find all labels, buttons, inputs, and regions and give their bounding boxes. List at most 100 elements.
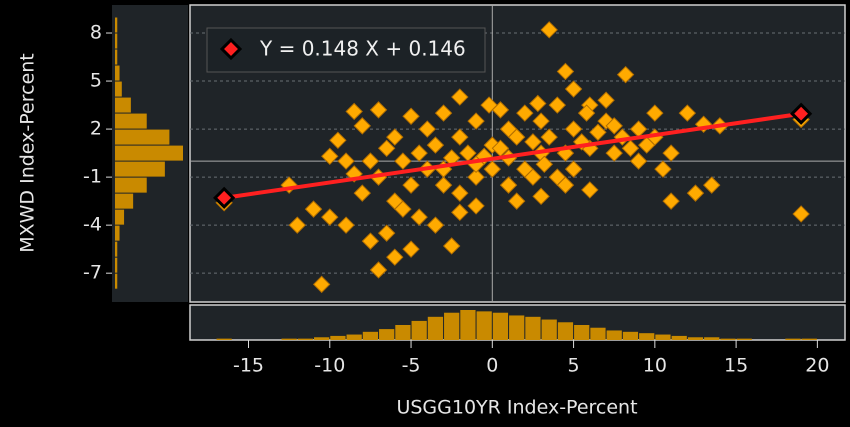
legend-marker — [219, 37, 243, 61]
x-hist-bar — [314, 337, 330, 340]
scatter-point — [678, 104, 697, 122]
x-hist-bar — [444, 312, 460, 340]
x-hist-bar — [395, 325, 411, 340]
x-hist-bar — [330, 335, 346, 340]
regression-endpoint — [213, 186, 236, 209]
scatter-point — [451, 203, 469, 222]
scatter-point — [467, 168, 485, 186]
scatter-point — [605, 117, 623, 135]
scatter-point — [402, 176, 420, 194]
x-tick-label: 10 — [643, 355, 667, 377]
scatter-point — [491, 101, 510, 119]
scatter-point — [589, 123, 607, 141]
scatter-point — [703, 176, 721, 194]
scatter-point — [581, 181, 599, 199]
y-tick-label: -7 — [83, 262, 102, 284]
y-hist-bar — [115, 97, 131, 113]
x-tick-label: -5 — [402, 355, 421, 377]
scatter-point — [524, 168, 542, 186]
x-hist-bar — [720, 338, 736, 340]
scatter-point — [410, 144, 428, 162]
scatter-point — [451, 88, 469, 106]
x-hist-bar — [639, 333, 655, 340]
scatter-point — [662, 144, 680, 162]
scatter-point — [564, 160, 583, 178]
scatter-point — [394, 152, 412, 170]
x-hist-bar — [427, 316, 444, 340]
scatter-point — [434, 104, 453, 122]
scatter-point — [451, 128, 469, 146]
y-hist-bar — [115, 209, 125, 225]
y-hist-bar — [115, 129, 170, 145]
y-hist-bar — [115, 273, 118, 289]
regression-line — [223, 111, 802, 200]
scatter-point — [529, 94, 547, 113]
scatter-point — [516, 104, 534, 122]
x-hist-bar — [704, 337, 720, 340]
x-hist-bar — [655, 334, 671, 340]
scatter-point — [451, 184, 469, 202]
scatter-point — [402, 107, 420, 125]
scatter-point — [410, 208, 428, 226]
x-hist-bar — [622, 331, 639, 340]
y-hist-bar — [115, 241, 118, 257]
scatter-point — [329, 131, 347, 149]
x-hist-bar — [671, 335, 687, 340]
scatter-point — [402, 240, 420, 258]
x-hist-bar — [346, 334, 362, 340]
scatter-point — [434, 176, 453, 194]
scatter-point — [304, 200, 323, 218]
x-hist-bar — [362, 331, 379, 340]
y-hist-bar — [115, 161, 165, 177]
scatter-point — [312, 275, 331, 294]
x-hist-bar — [590, 327, 606, 340]
scatter-point — [337, 152, 355, 170]
scatter-point — [556, 62, 575, 81]
y-tick-label: 8 — [90, 22, 102, 44]
scatter-point — [337, 216, 355, 234]
x-tick-label: 0 — [486, 355, 498, 377]
legend-label: Y = 0.148 X + 0.146 — [259, 37, 466, 61]
y-hist-bar — [115, 257, 118, 273]
scatter-point — [532, 187, 550, 206]
scatter-point — [646, 104, 664, 122]
x-hist-bar — [801, 338, 817, 340]
y-hist-bar — [115, 145, 183, 161]
scatter-point — [361, 152, 380, 170]
scatter-point — [442, 237, 461, 255]
legend-box — [206, 27, 486, 73]
scatter-point — [426, 216, 445, 234]
scatter-point — [548, 96, 567, 114]
scatter-point — [629, 152, 648, 170]
scatter-point — [321, 147, 339, 166]
scatter-point — [377, 139, 396, 158]
regression-endpoint — [789, 102, 813, 125]
y-tick-label: 2 — [90, 118, 102, 140]
y-hist-bar — [115, 49, 118, 65]
scatter-point — [386, 248, 404, 266]
scatter-point — [321, 208, 339, 226]
scatter-point — [377, 224, 396, 242]
y-hist-bar — [115, 177, 147, 193]
scatter-point — [507, 128, 526, 146]
scatter-point — [369, 101, 388, 119]
scatter-point — [605, 144, 623, 162]
scatter-point — [686, 184, 705, 202]
x-tick-label: 5 — [568, 355, 580, 377]
y-hist-bar — [115, 65, 120, 81]
y-hist-bar — [115, 193, 134, 209]
x-tick-label: 15 — [724, 355, 748, 377]
scatter-point — [540, 21, 558, 39]
scatter-point — [483, 160, 502, 178]
y-hist-bar — [115, 225, 120, 241]
scatter-point — [654, 160, 672, 178]
scatter-point — [353, 117, 371, 135]
x-hist-bar — [460, 310, 476, 340]
scatter-point — [353, 184, 371, 202]
x-hist-bar — [509, 315, 525, 340]
scatter-point — [418, 120, 437, 138]
scatter-point — [507, 192, 526, 210]
x-hist-bar — [525, 316, 541, 340]
x-tick-label: -10 — [314, 355, 345, 377]
